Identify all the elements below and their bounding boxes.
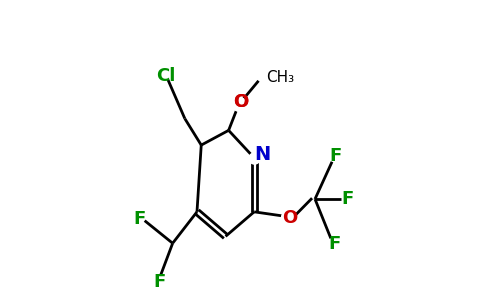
Text: F: F [328, 235, 340, 253]
Text: O: O [282, 208, 297, 226]
Text: O: O [233, 93, 248, 111]
Text: Cl: Cl [156, 67, 175, 85]
Text: F: F [153, 273, 165, 291]
Text: N: N [254, 146, 271, 164]
Text: F: F [341, 190, 353, 208]
Text: F: F [133, 210, 146, 228]
Text: CH₃: CH₃ [267, 70, 295, 86]
Text: O: O [233, 93, 248, 111]
Text: F: F [330, 148, 342, 166]
